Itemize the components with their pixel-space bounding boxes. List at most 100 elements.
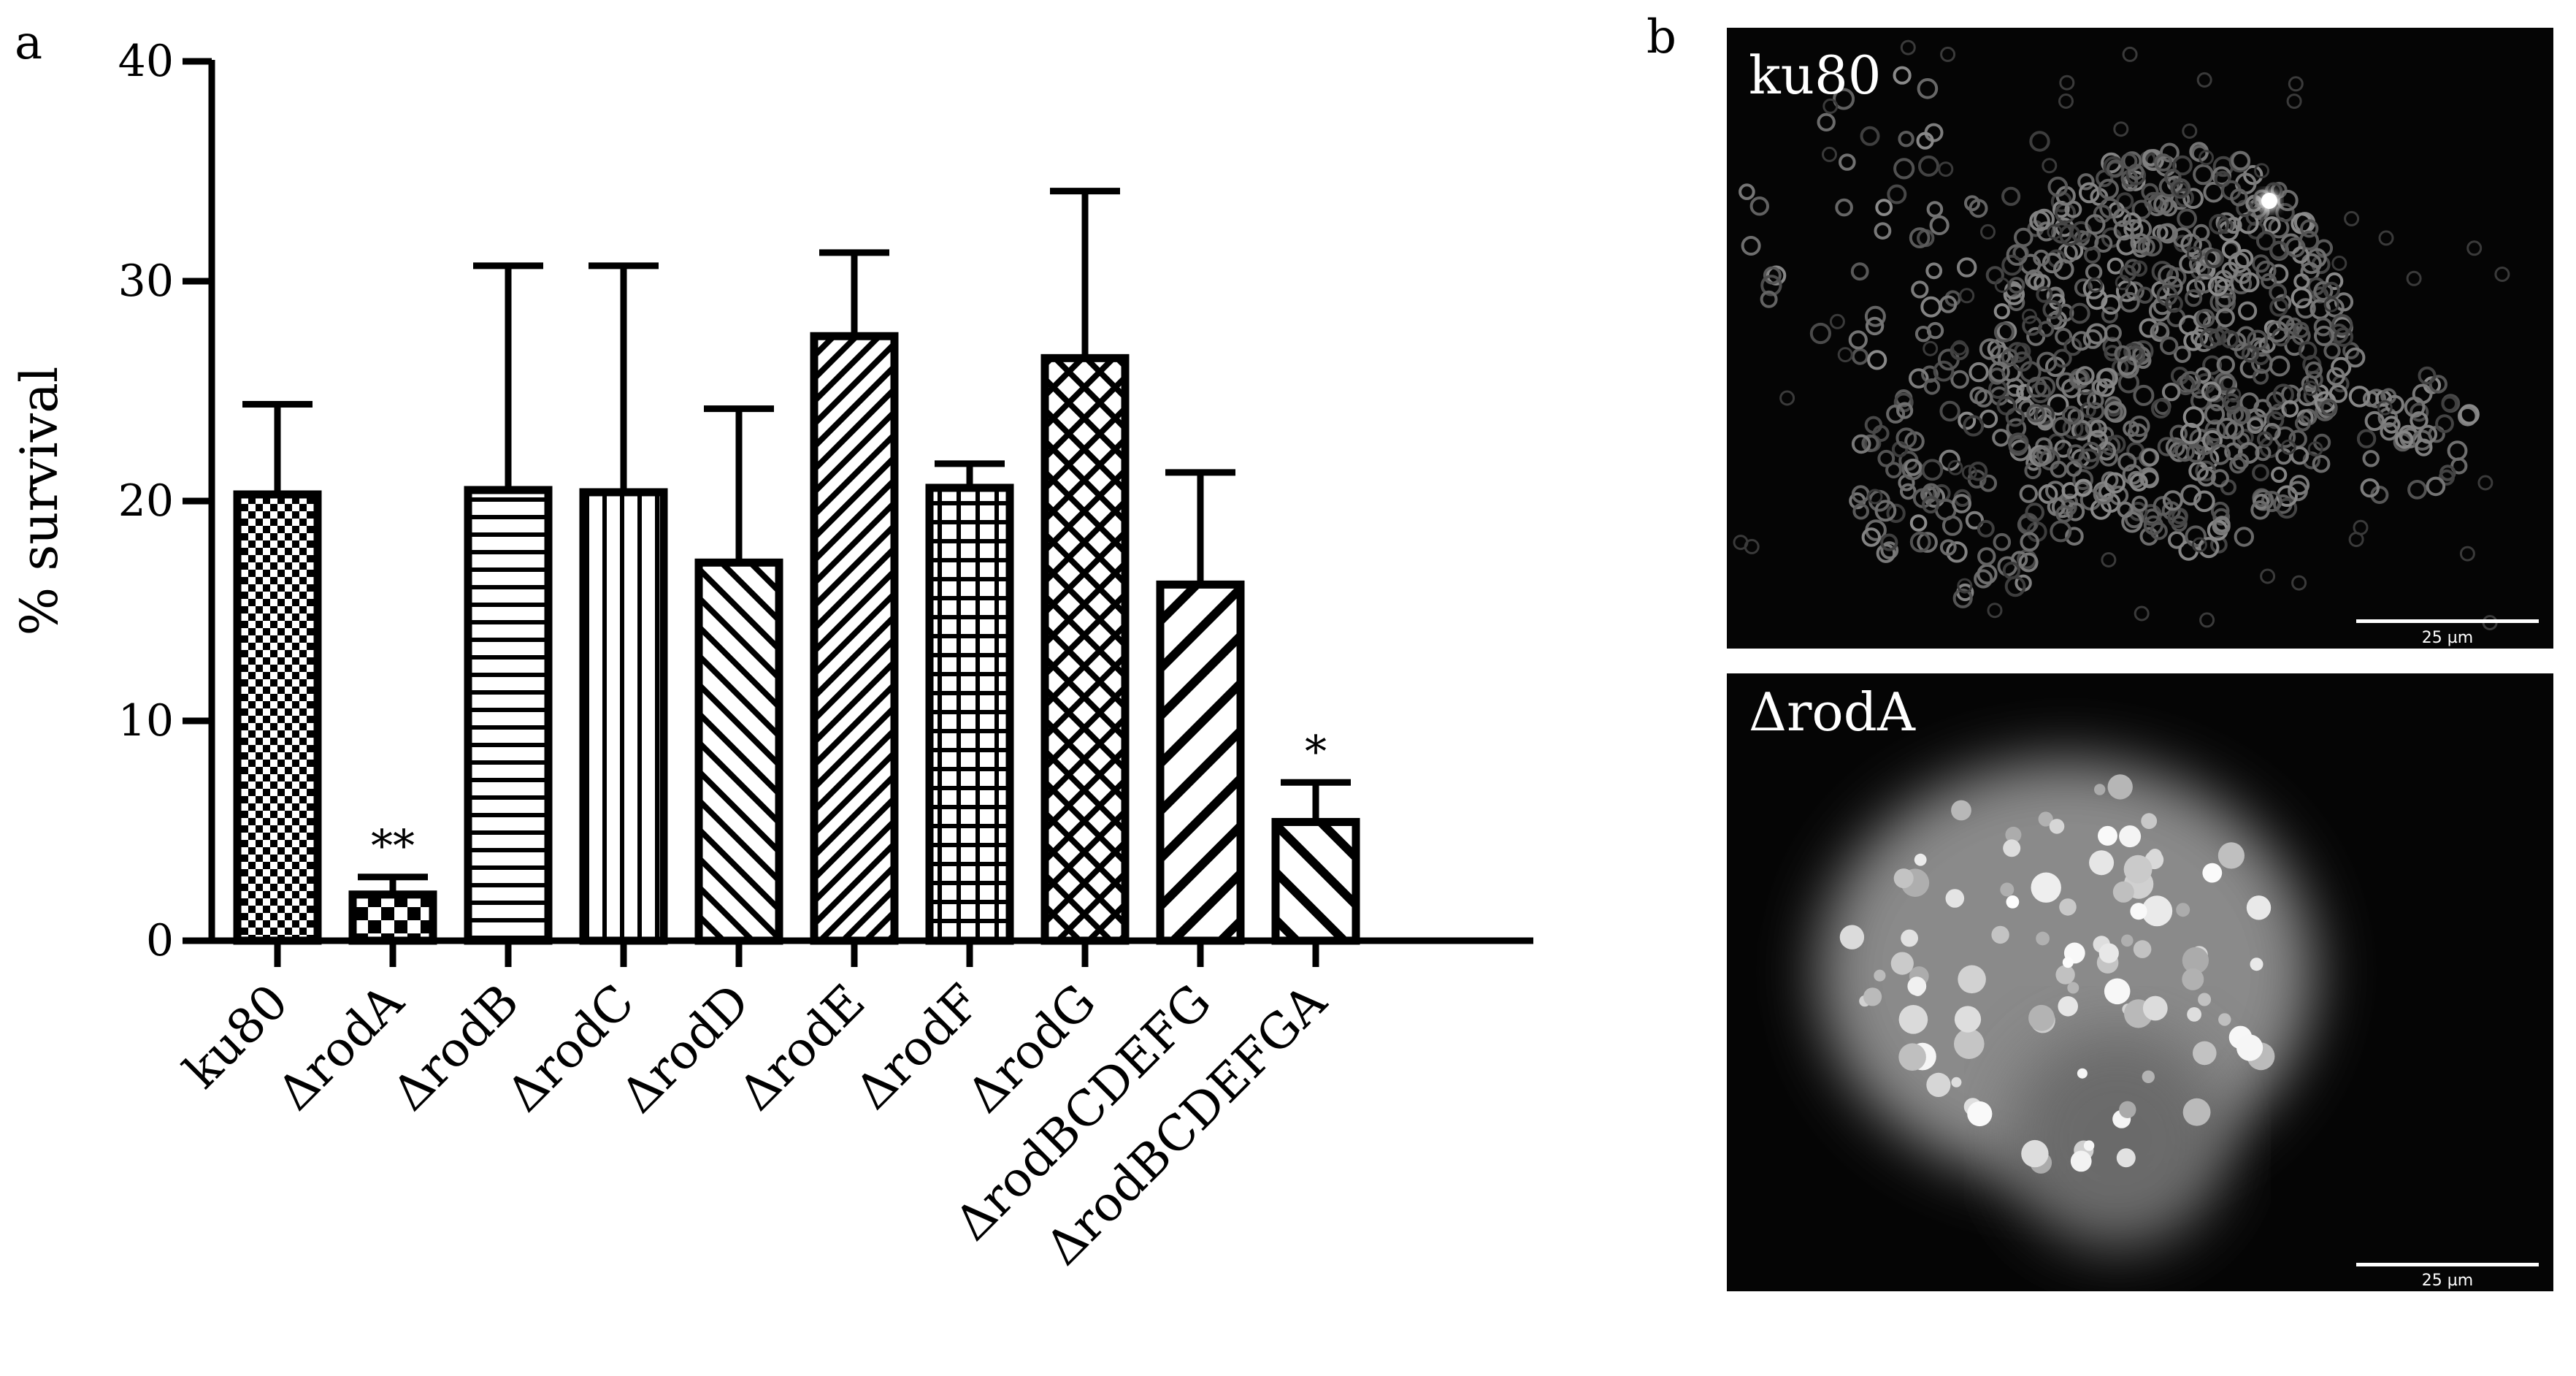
cell bbox=[1822, 98, 1839, 114]
cell bbox=[1760, 275, 1782, 297]
vacuole bbox=[2133, 940, 2152, 958]
significance-marker: ** bbox=[371, 821, 415, 872]
cell bbox=[1974, 569, 1993, 589]
cell bbox=[1959, 288, 1975, 304]
cell bbox=[2377, 400, 2393, 416]
vacuole bbox=[1890, 952, 1914, 975]
cell bbox=[2210, 535, 2228, 554]
cell bbox=[2202, 355, 2223, 375]
cell bbox=[2172, 181, 2188, 197]
vacuole bbox=[1958, 965, 1986, 994]
cell bbox=[1837, 347, 1853, 363]
cell bbox=[2415, 438, 2433, 456]
cell bbox=[2185, 289, 2203, 307]
cell bbox=[2234, 527, 2255, 547]
vacuole bbox=[2000, 882, 2015, 897]
cell bbox=[2323, 342, 2341, 360]
cell bbox=[2201, 381, 2222, 402]
cell bbox=[2055, 327, 2073, 345]
cell bbox=[2036, 221, 2057, 242]
cell bbox=[1965, 511, 1984, 530]
cell bbox=[2165, 437, 2185, 457]
vacuole bbox=[2142, 895, 2173, 927]
scale-bar bbox=[2356, 1263, 2539, 1266]
cell bbox=[1895, 427, 1917, 449]
cell bbox=[1987, 603, 2003, 619]
cell bbox=[1850, 262, 1869, 281]
cell bbox=[1917, 532, 1938, 553]
cell bbox=[1950, 341, 1969, 361]
cell bbox=[1909, 514, 1928, 532]
cell bbox=[1939, 539, 1957, 556]
cell bbox=[2204, 248, 2225, 269]
cell bbox=[1993, 321, 2015, 343]
cell bbox=[2307, 441, 2323, 457]
cell bbox=[2196, 308, 2215, 328]
cell bbox=[2134, 605, 2150, 622]
cell bbox=[2182, 123, 2198, 139]
cell bbox=[1969, 386, 1987, 405]
vacuole bbox=[2182, 947, 2209, 974]
vacuole bbox=[2202, 863, 2223, 883]
cell bbox=[2053, 259, 2074, 280]
cell bbox=[1979, 338, 2001, 360]
cell bbox=[1964, 195, 1980, 212]
cell bbox=[1947, 459, 1963, 475]
cell bbox=[2104, 401, 2127, 423]
cell bbox=[1763, 266, 1782, 285]
cell bbox=[2141, 448, 2160, 467]
vacuole bbox=[1839, 925, 1865, 949]
cell bbox=[1851, 348, 1869, 365]
cell bbox=[2036, 351, 2058, 372]
cell bbox=[2047, 176, 2069, 197]
panel-label-a: a bbox=[15, 16, 42, 70]
cell bbox=[1920, 486, 1938, 504]
cell bbox=[2191, 537, 2207, 553]
cell bbox=[1886, 503, 1906, 523]
cell bbox=[2239, 272, 2260, 293]
cell bbox=[1835, 198, 1853, 217]
cell bbox=[2466, 240, 2483, 256]
cell bbox=[2226, 387, 2242, 402]
cell bbox=[1886, 404, 1906, 424]
cell bbox=[2119, 291, 2140, 313]
scale-bar-label: 25 µm bbox=[2422, 629, 2473, 647]
cell bbox=[2157, 223, 2178, 244]
cell bbox=[2062, 418, 2084, 440]
cell bbox=[2177, 208, 2198, 229]
x-tick-label: ΔrodB bbox=[382, 974, 530, 1122]
cell bbox=[2406, 270, 2422, 286]
cell bbox=[2088, 277, 2103, 293]
cell bbox=[2447, 440, 2468, 461]
cell bbox=[2209, 443, 2231, 465]
vacuole bbox=[2130, 903, 2147, 920]
cell bbox=[2385, 394, 2404, 415]
vacuole bbox=[2121, 934, 2134, 947]
cell bbox=[2331, 314, 2353, 336]
vacuole bbox=[2077, 1068, 2088, 1079]
cell bbox=[2085, 402, 2105, 421]
bright-spot bbox=[2261, 193, 2277, 209]
y-axis-label: % survival bbox=[9, 367, 69, 636]
cell bbox=[1893, 66, 1912, 85]
cell bbox=[2082, 329, 2103, 349]
cell bbox=[2046, 312, 2063, 328]
cell bbox=[2277, 315, 2295, 332]
cell bbox=[2113, 121, 2129, 137]
cell bbox=[1779, 390, 1795, 406]
cell bbox=[2087, 429, 2109, 451]
cell bbox=[2294, 415, 2311, 432]
vacuole bbox=[1954, 1028, 1985, 1059]
cell bbox=[2270, 403, 2288, 421]
cell bbox=[2016, 383, 2033, 401]
cell bbox=[1939, 400, 1960, 422]
cell bbox=[2285, 237, 2306, 258]
cell bbox=[2193, 223, 2210, 242]
cell bbox=[2058, 93, 2074, 109]
vacuole bbox=[1951, 800, 1971, 821]
vacuole bbox=[2142, 995, 2168, 1021]
vacuole bbox=[2218, 1013, 2231, 1026]
bar-5 bbox=[694, 558, 783, 945]
cell bbox=[2378, 230, 2394, 246]
cell bbox=[2312, 454, 2331, 473]
